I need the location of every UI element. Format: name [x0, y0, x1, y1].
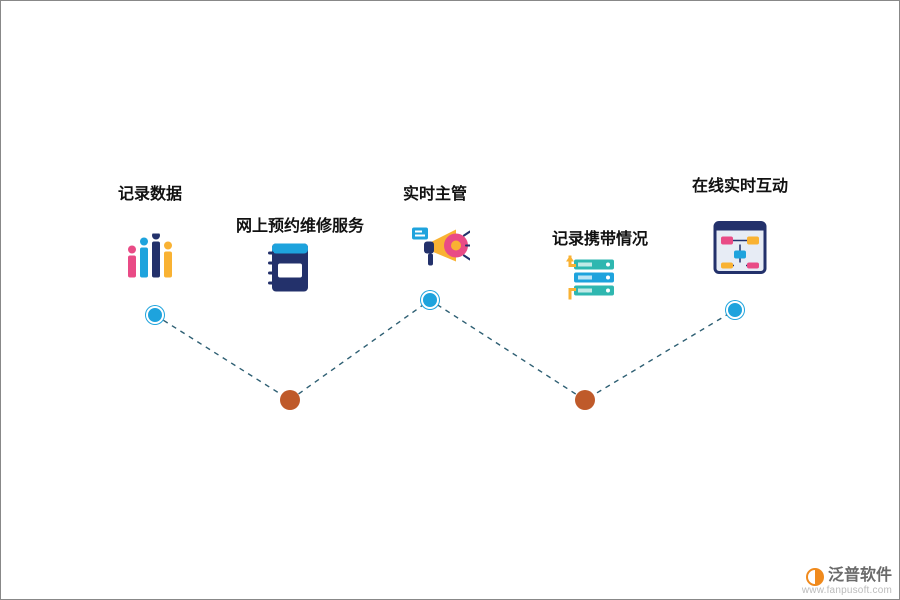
- notebook-icon: [268, 242, 312, 299]
- bars-icon: [124, 234, 176, 287]
- brand-logo-icon: [806, 568, 824, 586]
- node-label: 实时主管: [403, 180, 467, 204]
- connection-dot: [146, 306, 164, 324]
- diagram-canvas: [0, 0, 900, 600]
- watermark: 泛普软件 www.fanpusoft.com: [802, 568, 892, 597]
- flowboard-icon: [713, 221, 767, 280]
- node-label: 网上预约维修服务: [236, 212, 364, 236]
- connections-svg: [0, 0, 900, 600]
- megaphone-icon: [410, 222, 470, 279]
- connection-dot: [726, 301, 744, 319]
- brand-url: www.fanpusoft.com: [802, 586, 892, 597]
- node-label: 在线实时互动: [692, 172, 788, 196]
- node-label: 记录数据: [118, 180, 182, 204]
- brand-text: 泛普软件: [828, 568, 892, 585]
- connection-dot: [421, 291, 439, 309]
- node-label: 记录携带情况: [552, 225, 648, 249]
- connection-dot: [280, 390, 300, 410]
- connection-dot: [575, 390, 595, 410]
- server-icon: [564, 254, 616, 307]
